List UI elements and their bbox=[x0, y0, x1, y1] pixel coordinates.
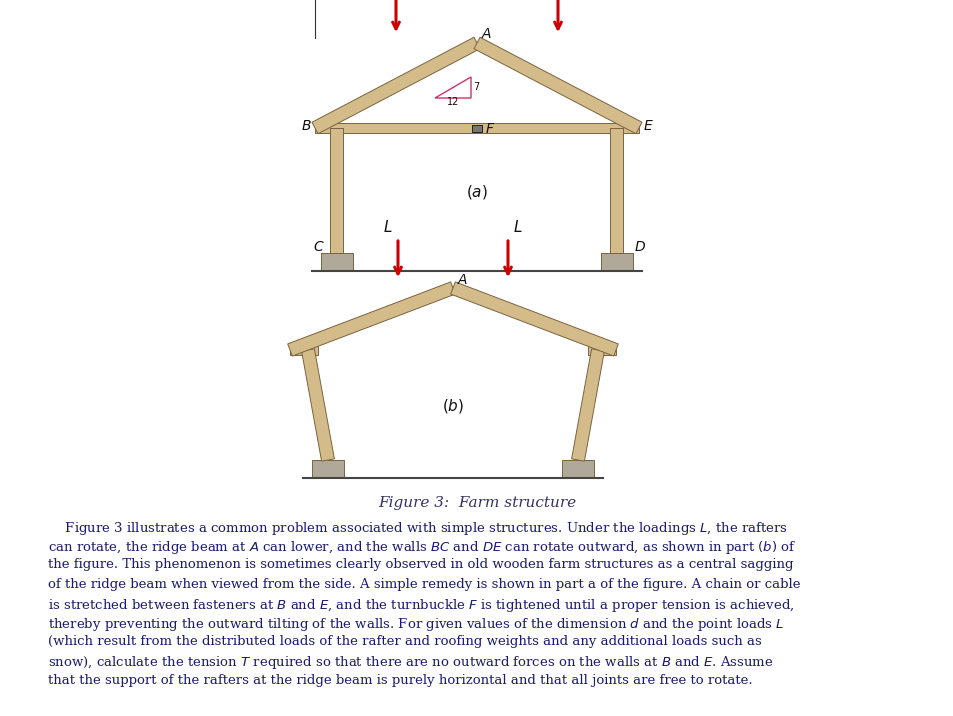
Text: $E$: $E$ bbox=[642, 119, 653, 133]
Text: 7: 7 bbox=[473, 82, 478, 92]
Text: Figure 3:  Farm structure: Figure 3: Farm structure bbox=[377, 496, 576, 510]
Text: 12: 12 bbox=[446, 97, 458, 107]
Polygon shape bbox=[587, 346, 616, 354]
Text: $L$: $L$ bbox=[383, 219, 393, 235]
Bar bbox=[561, 460, 594, 478]
Text: $(a)$: $(a)$ bbox=[466, 183, 487, 201]
Polygon shape bbox=[474, 37, 641, 134]
Text: thereby preventing the outward tilting of the walls. For given values of the dim: thereby preventing the outward tilting o… bbox=[48, 616, 783, 633]
Polygon shape bbox=[450, 282, 618, 356]
Polygon shape bbox=[288, 282, 455, 356]
Polygon shape bbox=[571, 349, 604, 461]
Text: $B$: $B$ bbox=[301, 119, 312, 133]
Text: $D$: $D$ bbox=[634, 240, 645, 254]
Text: $F$: $F$ bbox=[484, 122, 495, 136]
Polygon shape bbox=[301, 349, 335, 461]
Text: is stretched between fasteners at $B$ and $E$, and the turnbuckle $F$ is tighten: is stretched between fasteners at $B$ an… bbox=[48, 597, 794, 614]
Bar bbox=[312, 460, 344, 478]
Text: Figure 3 illustrates a common problem associated with simple structures. Under t: Figure 3 illustrates a common problem as… bbox=[48, 520, 787, 537]
Polygon shape bbox=[610, 128, 623, 253]
Polygon shape bbox=[314, 123, 639, 133]
Text: that the support of the rafters at the ridge beam is purely horizontal and that : that the support of the rafters at the r… bbox=[48, 674, 752, 687]
Bar bbox=[472, 125, 481, 132]
Text: $L$: $L$ bbox=[513, 219, 522, 235]
Text: snow), calculate the tension $T$ required so that there are no outward forces on: snow), calculate the tension $T$ require… bbox=[48, 654, 773, 672]
Text: $(b)$: $(b)$ bbox=[441, 397, 463, 415]
Text: (which result from the distributed loads of the rafter and roofing weights and a: (which result from the distributed loads… bbox=[48, 635, 760, 648]
Text: can rotate, the ridge beam at $A$ can lower, and the walls $BC$ and $DE$ can rot: can rotate, the ridge beam at $A$ can lo… bbox=[48, 539, 796, 556]
Polygon shape bbox=[312, 37, 479, 134]
Text: $C$: $C$ bbox=[313, 240, 324, 254]
Polygon shape bbox=[330, 128, 343, 253]
Text: the figure. This phenomenon is sometimes clearly observed in old wooden farm str: the figure. This phenomenon is sometimes… bbox=[48, 558, 793, 571]
Bar bbox=[320, 253, 353, 271]
Bar bbox=[600, 253, 633, 271]
Text: $A$: $A$ bbox=[480, 27, 492, 41]
Polygon shape bbox=[290, 346, 317, 354]
Text: $A$: $A$ bbox=[456, 273, 468, 287]
Text: of the ridge beam when viewed from the side. A simple remedy is shown in part a : of the ridge beam when viewed from the s… bbox=[48, 578, 800, 591]
